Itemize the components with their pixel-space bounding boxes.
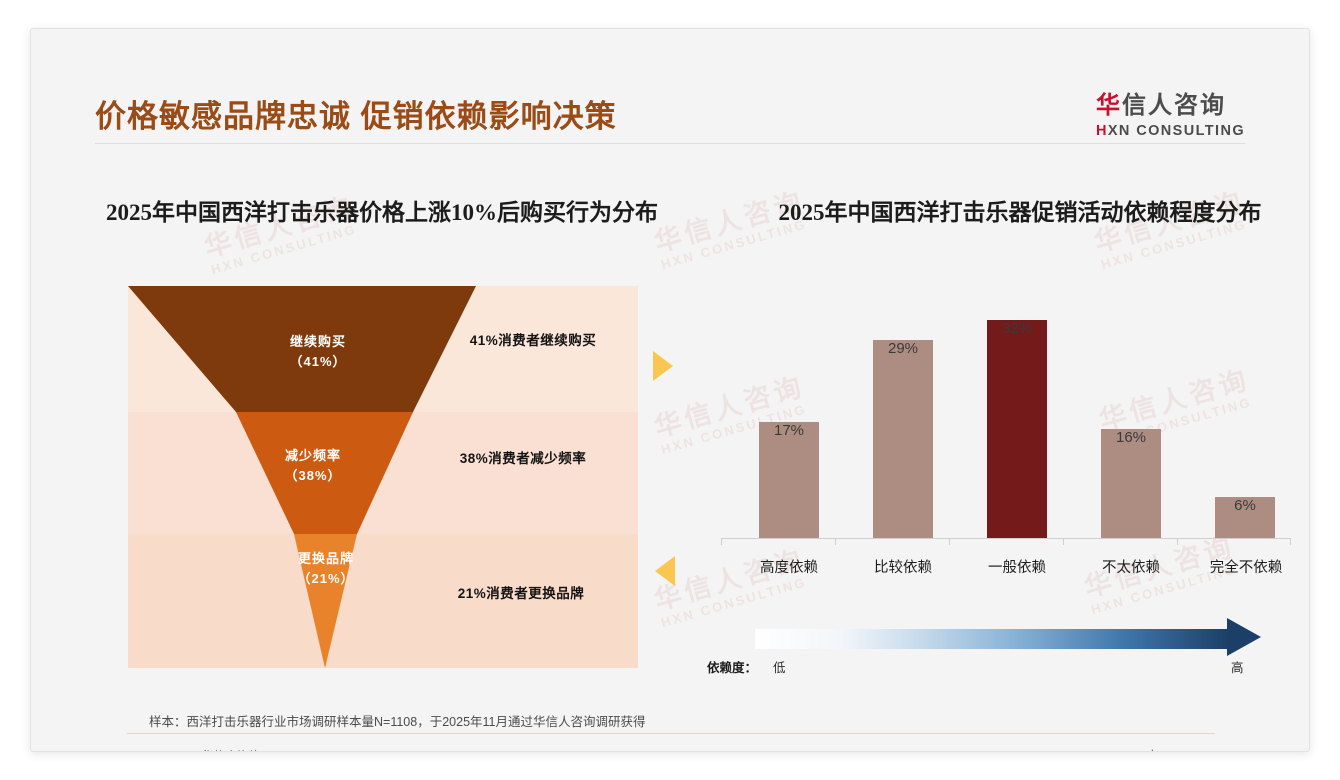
bar-1[interactable] [873, 340, 933, 538]
bar-category-0: 高度依赖 [760, 560, 818, 576]
bar-category-2: 一般依赖 [988, 560, 1046, 576]
bar-value-4: 6% [1234, 497, 1256, 514]
bar-chart-axis [721, 538, 1291, 539]
logo-chinese: 华信人咨询 [1096, 85, 1245, 120]
funnel-note-1: 41%消费者继续购买 [469, 333, 597, 348]
slide: 华信人咨询 HXN CONSULTING 华信人咨询 HXN CONSULTIN… [30, 28, 1310, 752]
funnel-shape [128, 286, 476, 668]
axis-tick [949, 539, 950, 545]
right-chart-title: 2025年中国西洋打击乐器促销活动依赖程度分布 [778, 200, 1262, 225]
logo-cn-red: 华 [1095, 92, 1122, 119]
bar-chart: 17% 29% 32% 16% 6% 高度依赖 比较依赖 一般依赖 不太依赖 完… [721, 305, 1291, 595]
funnel-band-3 [128, 534, 638, 668]
header-divider [95, 143, 1245, 144]
funnel-segment-2 [236, 412, 413, 534]
funnel-note-2: 38%消费者减少频率 [459, 451, 587, 466]
header: 价格敏感品牌忠诚 促销依赖影响决策 华信人咨询 HXN CONSULTING [31, 29, 1309, 144]
bar-4[interactable] [1215, 497, 1275, 538]
bar-value-1: 29% [887, 340, 919, 357]
funnel-segment-1 [128, 286, 476, 412]
funnel-chart: 继续购买 （41%） 减少频率 （38%） 更换品牌 （21%） 41%消费者继… [128, 286, 638, 668]
axis-tick [1177, 539, 1178, 545]
arrow-right-icon [653, 351, 673, 381]
brand-logo: 华信人咨询 HXN CONSULTING [1096, 85, 1245, 139]
copyright: ©2026.1 HXR华信人咨询 [127, 747, 261, 751]
funnel-segment-3 [294, 534, 357, 668]
bar-3[interactable] [1101, 429, 1161, 538]
legend-arrow-icon [1227, 618, 1261, 656]
funnel-note-3: 21%消费者更换品牌 [457, 586, 585, 601]
arrow-left-icon [655, 556, 675, 586]
bar-value-0: 17% [773, 422, 805, 439]
bar-category-4: 完全不依赖 [1209, 560, 1283, 576]
sample-note: 样本：西洋打击乐器行业市场调研样本量N=1108，于2025年11月通过华信人咨… [149, 715, 646, 729]
dependency-legend: 依赖度： 低 高 [707, 618, 1291, 677]
legend-caption: 依赖度： [707, 661, 758, 675]
axis-tick [835, 539, 836, 545]
axis-tick [1290, 539, 1291, 545]
page-title: 价格敏感品牌忠诚 促销依赖影响决策 [95, 99, 617, 134]
legend-gradient-bar [755, 629, 1229, 649]
funnel-segment-1-label: 继续购买 （41%） [289, 334, 347, 369]
axis-tick [1063, 539, 1064, 545]
bar-0[interactable] [759, 422, 819, 538]
footer-divider [127, 733, 1215, 734]
legend-low-label: 低 [773, 661, 786, 675]
axis-tick [721, 539, 722, 545]
website-url[interactable]: www.hxrcon.com [1122, 747, 1213, 751]
logo-en-dark: XN CONSULTING [1107, 123, 1245, 139]
logo-english: HXN CONSULTING [1096, 123, 1245, 139]
bar-value-3: 16% [1115, 429, 1147, 446]
funnel-segment-3-label: 更换品牌 （21%） [297, 551, 355, 586]
legend-high-label: 高 [1231, 661, 1244, 675]
bar-value-2: 32% [1001, 320, 1033, 337]
left-chart-title: 2025年中国西洋打击乐器价格上涨10%后购买行为分布 [106, 200, 658, 225]
logo-cn-dark: 信人咨询 [1121, 92, 1226, 119]
bar-category-3: 不太依赖 [1102, 560, 1160, 576]
funnel-segment-2-label: 减少频率 （38%） [284, 448, 342, 483]
bar-2[interactable] [987, 320, 1047, 538]
logo-en-red: H [1095, 123, 1108, 139]
bar-category-1: 比较依赖 [874, 560, 932, 576]
